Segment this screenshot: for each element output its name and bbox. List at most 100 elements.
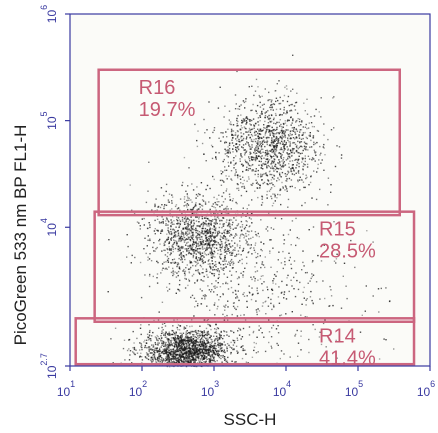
scatter-point (197, 341, 199, 344)
scatter-point (193, 353, 195, 355)
scatter-point (269, 125, 271, 127)
scatter-point (251, 159, 254, 161)
scatter-point (224, 232, 226, 234)
scatter-point (197, 344, 199, 346)
scatter-point (236, 140, 238, 142)
scatter-point (372, 241, 374, 243)
scatter-point (284, 131, 287, 133)
scatter-point (248, 334, 251, 336)
scatter-point (172, 351, 175, 353)
scatter-point (196, 347, 198, 349)
scatter-point (273, 168, 275, 170)
scatter-point (313, 149, 315, 151)
scatter-point (297, 179, 299, 181)
scatter-point (222, 293, 224, 295)
scatter-point (232, 249, 235, 251)
scatter-point (315, 151, 317, 153)
scatter-point (286, 88, 288, 90)
scatter-point (295, 128, 298, 131)
scatter-point (245, 131, 247, 133)
scatter-point (266, 286, 268, 288)
scatter-point (203, 275, 205, 278)
scatter-point (272, 166, 274, 169)
scatter-point (231, 240, 233, 242)
scatter-point (229, 245, 231, 247)
scatter-point (187, 224, 189, 227)
scatter-point (184, 348, 186, 350)
scatter-point (158, 354, 160, 356)
scatter-point (267, 151, 269, 153)
scatter-point (231, 252, 234, 254)
scatter-point (170, 248, 172, 250)
scatter-point (223, 305, 225, 307)
scatter-point (258, 160, 260, 162)
scatter-point (164, 358, 167, 360)
scatter-point (264, 132, 267, 134)
scatter-point (223, 217, 225, 219)
scatter-point (184, 342, 187, 345)
scatter-point (276, 171, 278, 173)
scatter-point (199, 226, 201, 228)
scatter-point (226, 361, 229, 363)
scatter-point (179, 359, 182, 361)
scatter-point (273, 160, 275, 163)
scatter-point (149, 239, 151, 242)
scatter-point (262, 151, 264, 153)
scatter-point (209, 361, 211, 363)
scatter-point (204, 319, 206, 321)
scatter-point (313, 143, 315, 146)
scatter-point (266, 155, 269, 157)
scatter-point (293, 260, 296, 262)
scatter-point (217, 354, 219, 356)
scatter-point (242, 249, 244, 251)
scatter-point (275, 149, 278, 151)
scatter-point (234, 255, 236, 257)
scatter-point (186, 358, 189, 360)
scatter-point (166, 259, 169, 261)
scatter-point (254, 244, 256, 246)
scatter-point (176, 264, 179, 266)
scatter-point (194, 203, 197, 206)
scatter-point (211, 355, 213, 357)
scatter-point (210, 356, 212, 358)
scatter-point (202, 255, 204, 257)
scatter-point (273, 174, 275, 176)
scatter-point (161, 340, 163, 342)
x-tick-label: 104 (273, 379, 291, 399)
scatter-point (313, 141, 315, 143)
scatter-point (209, 252, 212, 254)
scatter-point (212, 266, 214, 268)
scatter-point (262, 289, 264, 292)
scatter-point (234, 134, 236, 136)
scatter-point (255, 156, 258, 159)
scatter-point (180, 340, 182, 342)
scatter-point (191, 355, 194, 357)
scatter-point (260, 146, 263, 148)
scatter-point (263, 163, 266, 166)
scatter-point (277, 344, 279, 346)
scatter-point (220, 173, 223, 175)
scatter-point (183, 234, 185, 237)
scatter-point (281, 164, 284, 167)
scatter-point (246, 180, 248, 182)
scatter-point (257, 137, 260, 140)
scatter-point (161, 323, 164, 325)
scatter-point (185, 221, 187, 223)
scatter-point (148, 336, 150, 338)
scatter-point (184, 352, 186, 354)
scatter-point (281, 130, 283, 132)
scatter-point (248, 118, 250, 121)
scatter-point (270, 298, 272, 301)
scatter-point (257, 253, 259, 255)
scatter-point (212, 131, 214, 134)
scatter-point (262, 148, 264, 150)
scatter-point (165, 267, 167, 269)
scatter-point (243, 118, 246, 120)
scatter-point (197, 344, 199, 347)
scatter-point (242, 185, 244, 188)
scatter-point (239, 328, 241, 330)
scatter-point (164, 240, 167, 242)
scatter-point (200, 240, 203, 243)
scatter-point (214, 314, 216, 316)
scatter-point (296, 147, 298, 149)
